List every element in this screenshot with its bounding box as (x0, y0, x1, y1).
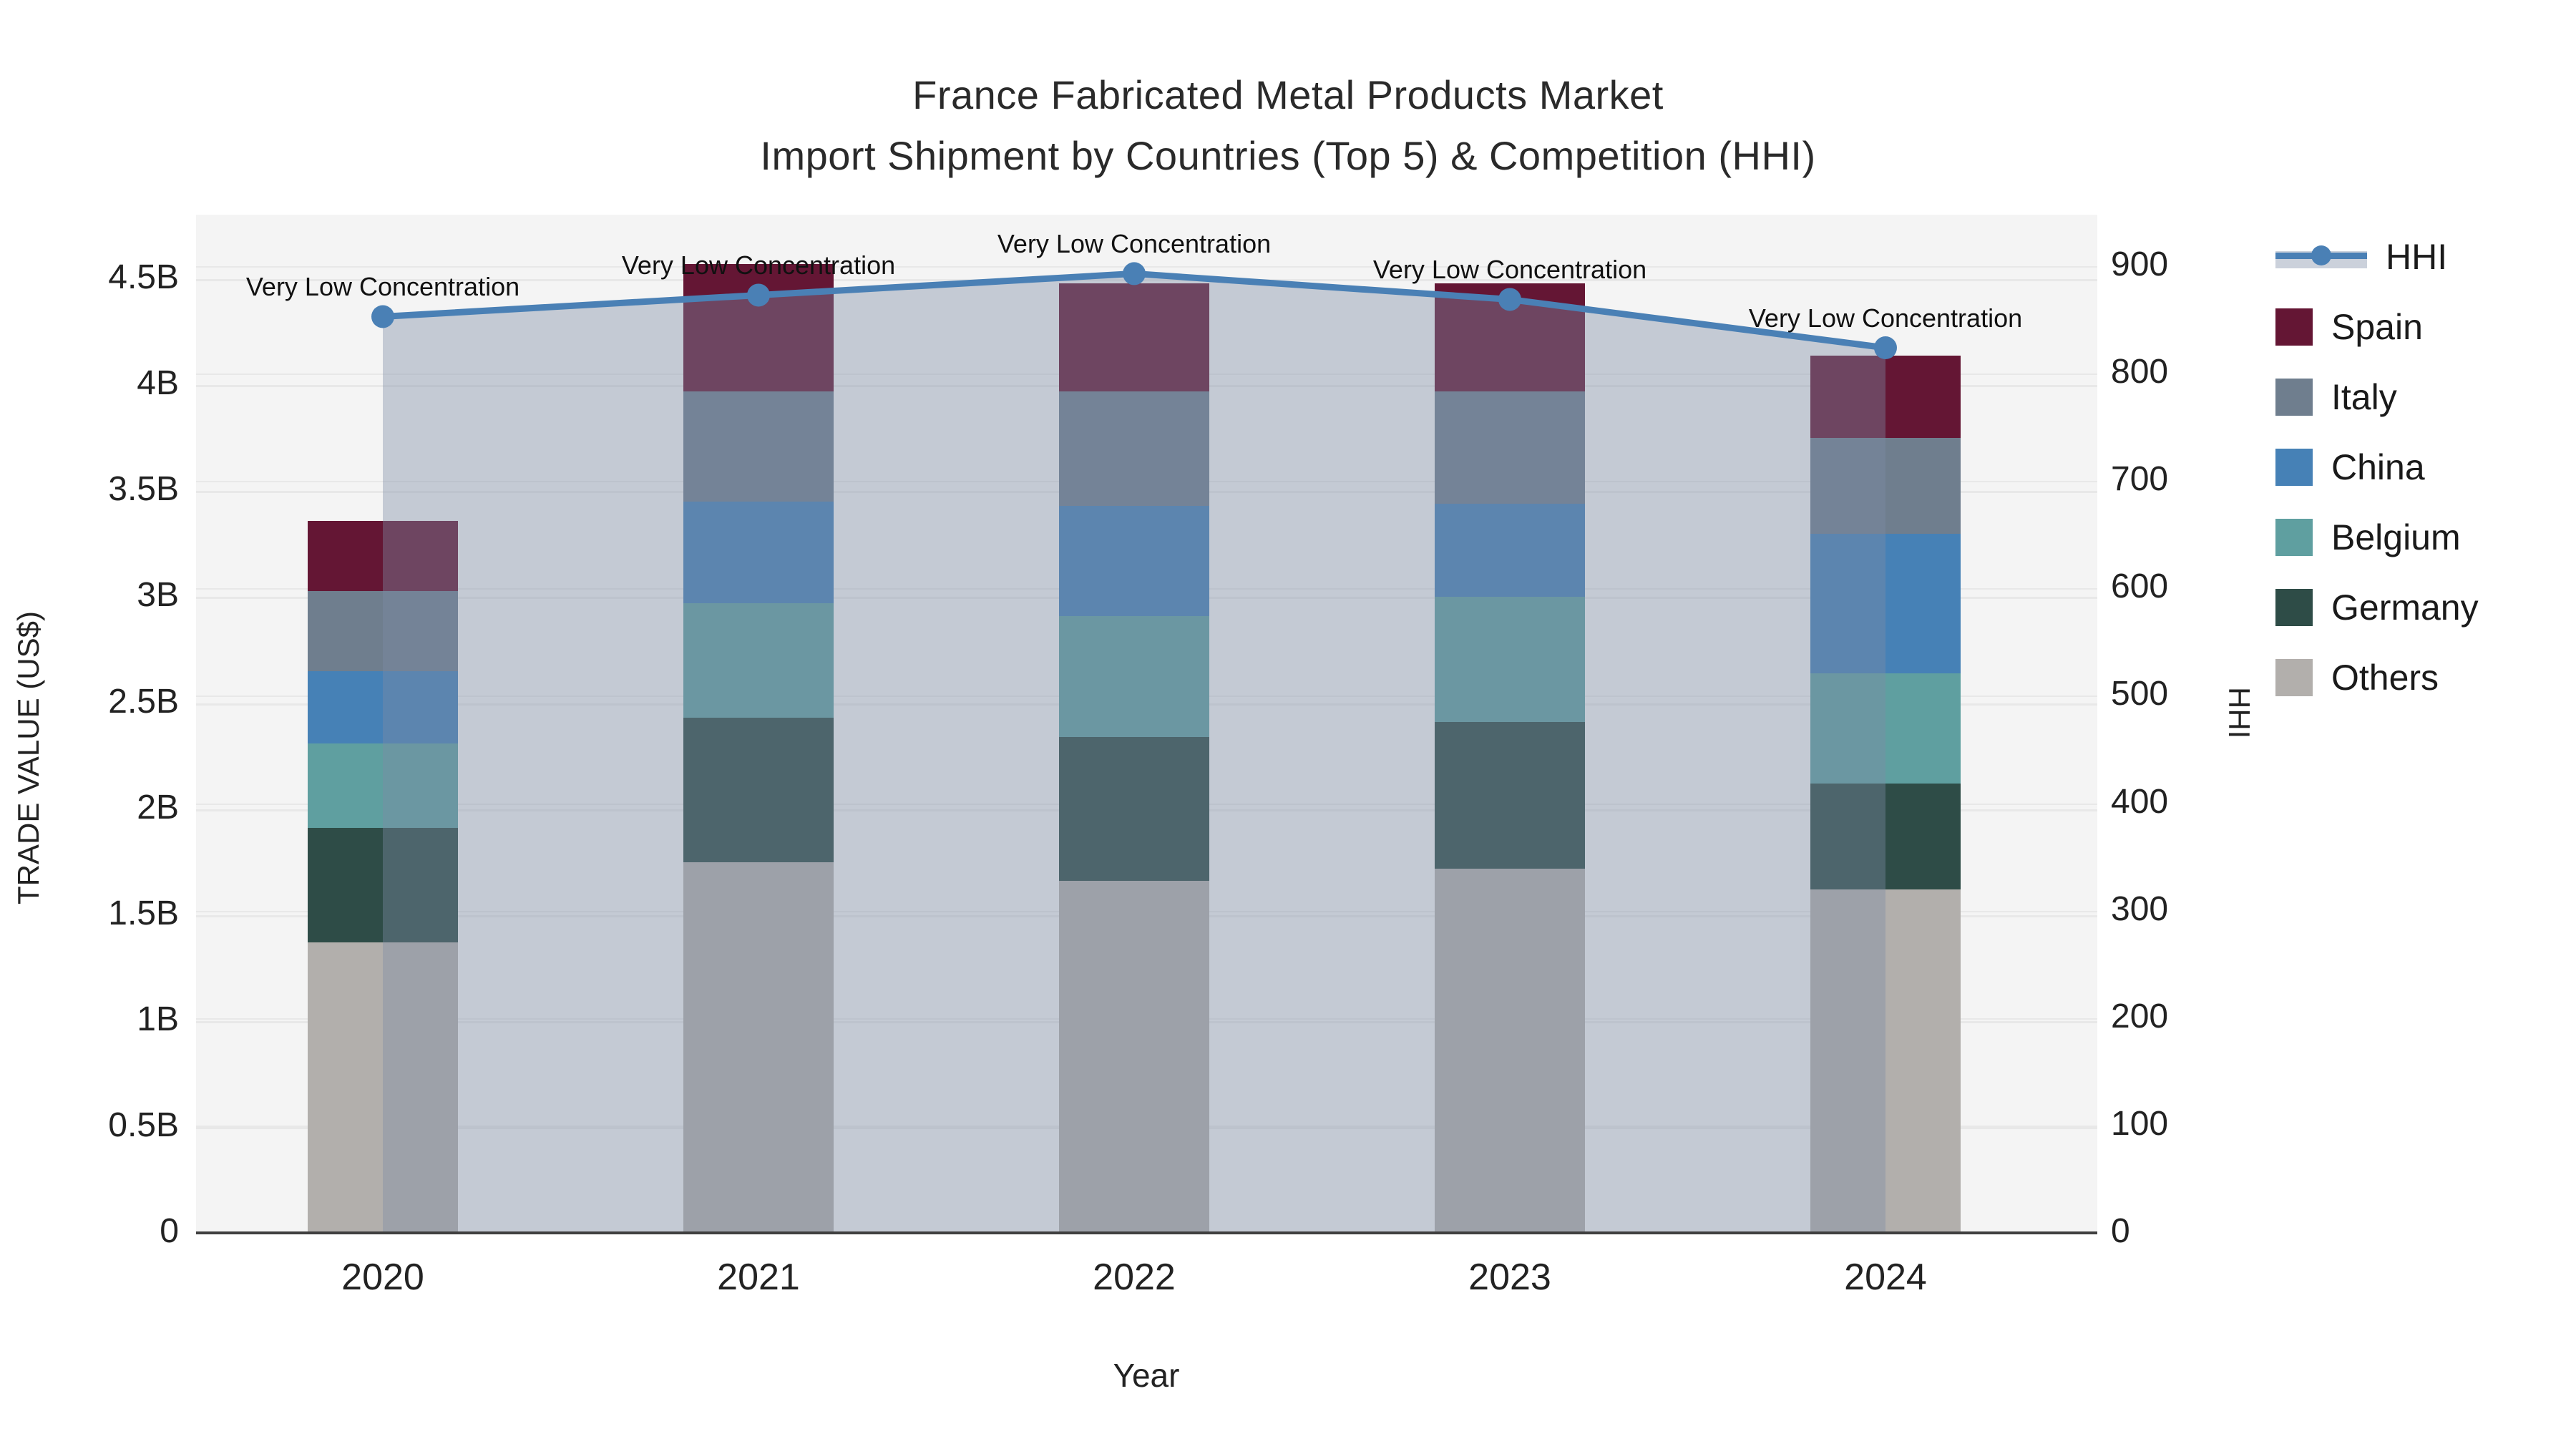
legend-label-others: Others (2331, 658, 2439, 698)
annotation-2023: Very Low Concentration (1372, 255, 1647, 285)
bar-segment-spain-2020[interactable] (308, 520, 458, 591)
legend: HHI Spain Italy China Belgium Germany Others (2275, 236, 2479, 698)
y-tick-4B: 4B (137, 364, 179, 403)
y-tick-1B: 1B (137, 1000, 179, 1038)
x-tick-2021: 2021 (717, 1257, 800, 1298)
legend-swatch-italy (2275, 379, 2313, 416)
bar-segment-belgium-2022[interactable] (1059, 616, 1209, 737)
legend-swatch-spain (2275, 308, 2313, 346)
x-axis-title: Year (1113, 1357, 1180, 1394)
y2-tick-700: 700 (2111, 460, 2169, 499)
legend-swatch-others (2275, 659, 2313, 696)
hhi-point-2024[interactable] (1874, 336, 1897, 360)
y-tick-3.5B: 3.5B (108, 470, 179, 509)
legend-label-china: China (2331, 447, 2425, 487)
legend-item-italy[interactable]: Italy (2275, 376, 2479, 418)
x-tick-2020: 2020 (341, 1257, 424, 1298)
x-tick-2022: 2022 (1093, 1257, 1176, 1298)
bar-segment-china-2020[interactable] (308, 671, 458, 743)
y-tick-4.5B: 4.5B (108, 258, 179, 297)
bar-segment-belgium-2024[interactable] (1810, 673, 1961, 784)
annotation-2022: Very Low Concentration (997, 229, 1272, 259)
y2-tick-800: 800 (2111, 353, 2169, 391)
legend-label-italy: Italy (2331, 377, 2397, 417)
bar-segment-germany-2021[interactable] (683, 718, 834, 862)
bar-segment-germany-2023[interactable] (1435, 722, 1585, 869)
gridline-y2-900 (196, 265, 2097, 268)
bar-segment-germany-2020[interactable] (308, 828, 458, 943)
bar-segment-belgium-2021[interactable] (683, 603, 834, 718)
x-tick-2023: 2023 (1468, 1257, 1551, 1298)
legend-item-hhi[interactable]: HHI (2275, 236, 2479, 278)
hhi-point-2020[interactable] (371, 305, 394, 328)
hhi-point-2023[interactable] (1498, 288, 1521, 311)
bar-segment-others-2022[interactable] (1059, 881, 1209, 1233)
bar-segment-spain-2024[interactable] (1810, 355, 1961, 439)
bar-segment-spain-2022[interactable] (1059, 283, 1209, 392)
bar-segment-china-2022[interactable] (1059, 506, 1209, 617)
bar-segment-belgium-2023[interactable] (1435, 597, 1585, 723)
bar-segment-spain-2021[interactable] (683, 264, 834, 392)
bar-segment-italy-2021[interactable] (683, 391, 834, 502)
bar-segment-others-2024[interactable] (1810, 889, 1961, 1233)
bar-segment-germany-2022[interactable] (1059, 736, 1209, 882)
legend-label-belgium: Belgium (2331, 517, 2461, 557)
x-axis-line (196, 1231, 2097, 1234)
bar-segment-italy-2024[interactable] (1810, 438, 1961, 534)
bar-segment-italy-2023[interactable] (1435, 391, 1585, 504)
y2-tick-900: 900 (2111, 245, 2169, 283)
bar-segment-china-2023[interactable] (1435, 504, 1585, 597)
bar-segment-italy-2020[interactable] (308, 590, 458, 672)
y-tick-2B: 2B (137, 788, 179, 826)
y2-tick-500: 500 (2111, 675, 2169, 713)
legend-item-germany[interactable]: Germany (2275, 587, 2479, 628)
y2-tick-200: 200 (2111, 997, 2169, 1035)
y2-tick-600: 600 (2111, 567, 2169, 606)
y2-tick-400: 400 (2111, 782, 2169, 821)
y-tick-0.5B: 0.5B (108, 1106, 179, 1144)
bar-segment-china-2021[interactable] (683, 502, 834, 604)
legend-item-china[interactable]: China (2275, 447, 2479, 488)
legend-item-belgium[interactable]: Belgium (2275, 517, 2479, 558)
legend-swatch-germany (2275, 589, 2313, 626)
y-tick-3B: 3B (137, 576, 179, 615)
x-tick-2024: 2024 (1844, 1257, 1927, 1298)
legend-label-hhi: HHI (2386, 237, 2448, 277)
y-tick-1.5B: 1.5B (108, 894, 179, 932)
chart-title-line2: Import Shipment by Countries (Top 5) & C… (760, 133, 1816, 178)
legend-label-germany: Germany (2331, 587, 2479, 628)
hhi-line-icon (2275, 243, 2367, 271)
bar-segment-belgium-2020[interactable] (308, 743, 458, 829)
legend-label-spain: Spain (2331, 307, 2423, 347)
legend-swatch-belgium (2275, 519, 2313, 556)
y-tick-2.5B: 2.5B (108, 682, 179, 721)
y-tick-0: 0 (160, 1212, 179, 1250)
hhi-point-2022[interactable] (1123, 262, 1146, 286)
y2-tick-100: 100 (2111, 1104, 2169, 1143)
hhi-point-2021[interactable] (747, 283, 770, 307)
annotation-2024: Very Low Concentration (1748, 303, 2023, 333)
bar-segment-others-2020[interactable] (308, 942, 458, 1233)
bar-segment-italy-2022[interactable] (1059, 391, 1209, 507)
bar-segment-germany-2024[interactable] (1810, 784, 1961, 890)
bar-segment-china-2024[interactable] (1810, 533, 1961, 674)
chart-title-line1: France Fabricated Metal Products Market (912, 72, 1664, 117)
legend-swatch-china (2275, 449, 2313, 486)
bar-segment-others-2023[interactable] (1435, 868, 1585, 1233)
y2-axis-title: HHI (2223, 687, 2256, 739)
y2-tick-300: 300 (2111, 889, 2169, 928)
legend-item-others[interactable]: Others (2275, 657, 2479, 698)
legend-item-spain[interactable]: Spain (2275, 306, 2479, 348)
y2-tick-0: 0 (2111, 1212, 2130, 1250)
bar-segment-others-2021[interactable] (683, 862, 834, 1233)
